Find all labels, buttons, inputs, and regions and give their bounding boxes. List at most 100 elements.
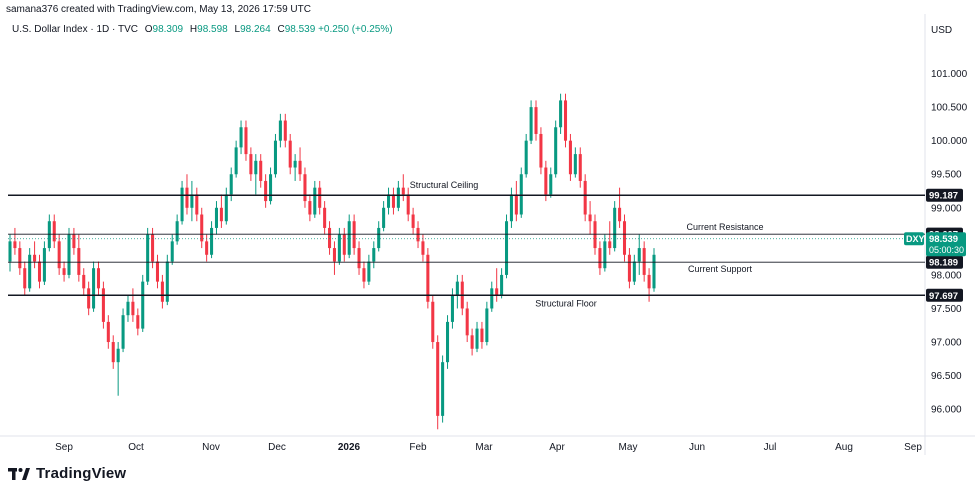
candle-body[interactable] [180,187,184,222]
candle-body[interactable] [214,207,218,228]
candle-body[interactable] [82,274,86,289]
candle-body[interactable] [205,241,209,255]
candle-body[interactable] [303,174,307,202]
candle-body[interactable] [613,207,617,249]
candle-body[interactable] [382,207,386,228]
candle-body[interactable] [37,261,42,282]
candle-body[interactable] [563,100,568,141]
candle-body[interactable] [210,227,214,255]
candle-body[interactable] [401,187,405,195]
candle-body[interactable] [264,180,268,202]
candle-body[interactable] [332,248,336,262]
candle-body[interactable] [126,301,130,316]
candle-body[interactable] [637,248,641,262]
candle-body[interactable] [450,295,454,322]
candle-body[interactable] [529,107,533,141]
candle-body[interactable] [500,274,504,296]
candle-body[interactable] [283,120,287,141]
candle-body[interactable] [229,174,233,195]
candle-body[interactable] [141,281,145,329]
candle-body[interactable] [475,328,479,349]
tradingview-brand[interactable]: TradingView [8,465,126,482]
candle-body[interactable] [519,174,523,215]
candle-body[interactable] [219,207,223,222]
candle-body[interactable] [578,154,582,181]
candle-body[interactable] [23,268,27,289]
candle-body[interactable] [195,194,199,215]
candle-body[interactable] [441,362,445,416]
candle-body[interactable] [92,268,96,309]
candle-body[interactable] [67,234,71,275]
candle-body[interactable] [175,221,179,242]
candle-body[interactable] [627,254,631,282]
candle-body[interactable] [495,288,499,296]
candle-body[interactable] [131,301,135,316]
candle-body[interactable] [121,315,125,349]
candle-body[interactable] [411,214,415,228]
candle-body[interactable] [87,288,91,309]
candle-body[interactable] [421,241,425,255]
candle-body[interactable] [52,221,56,242]
candle-body[interactable] [387,194,391,208]
candle-body[interactable] [618,207,622,222]
candle-body[interactable] [446,321,450,363]
candle-body[interactable] [47,221,51,249]
candle-body[interactable] [28,254,32,289]
candle-body[interactable] [534,107,538,134]
candle-body[interactable] [647,274,651,289]
candle-body[interactable] [490,288,494,309]
candle-body[interactable] [554,127,558,175]
candle-body[interactable] [146,234,150,282]
candle-body[interactable] [244,127,248,155]
candle-body[interactable] [318,187,322,208]
candle-body[interactable] [13,241,17,249]
candle-body[interactable] [504,221,509,275]
candle-body[interactable] [544,167,548,195]
candle-body[interactable] [8,241,12,262]
candle-body[interactable] [608,241,612,249]
candle-body[interactable] [431,301,435,343]
candle-body[interactable] [377,227,381,249]
candle-body[interactable] [603,241,607,269]
candle-body[interactable] [273,140,277,175]
candle-body[interactable] [77,248,81,275]
candle-body[interactable] [249,154,253,175]
candle-body[interactable] [234,147,238,175]
candle-body[interactable] [62,268,66,275]
candle-body[interactable] [485,308,489,343]
candle-body[interactable] [337,234,341,262]
candle-body[interactable] [357,248,361,269]
candle-body[interactable] [559,100,563,128]
candle-body[interactable] [455,281,459,296]
candle-body[interactable] [406,194,410,215]
candle-body[interactable] [308,201,312,215]
candle-body[interactable] [514,194,518,215]
candle-body[interactable] [583,180,587,215]
candle-body[interactable] [352,221,356,249]
candle-body[interactable] [116,348,120,363]
candle-body[interactable] [170,241,174,262]
candle-body[interactable] [224,194,228,222]
candle-body[interactable] [298,160,302,175]
candle-body[interactable] [480,328,484,343]
candle-body[interactable] [426,254,430,302]
candle-body[interactable] [18,248,22,269]
candle-body[interactable] [573,154,577,175]
candle-body[interactable] [470,335,474,349]
candle-body[interactable] [396,187,400,208]
candle-body[interactable] [372,248,376,262]
candle-body[interactable] [391,194,395,208]
candle-body[interactable] [111,342,115,363]
candle-body[interactable] [347,221,351,255]
candle-body[interactable] [155,261,160,282]
candle-body[interactable] [165,261,169,302]
candle-body[interactable] [465,308,469,336]
candle-body[interactable] [33,254,37,262]
candle-body[interactable] [568,140,572,175]
candle-body[interactable] [362,268,366,282]
candle-body[interactable] [106,321,110,343]
candle-body[interactable] [367,261,371,282]
candle-body[interactable] [72,234,76,249]
candle-body[interactable] [524,140,528,175]
